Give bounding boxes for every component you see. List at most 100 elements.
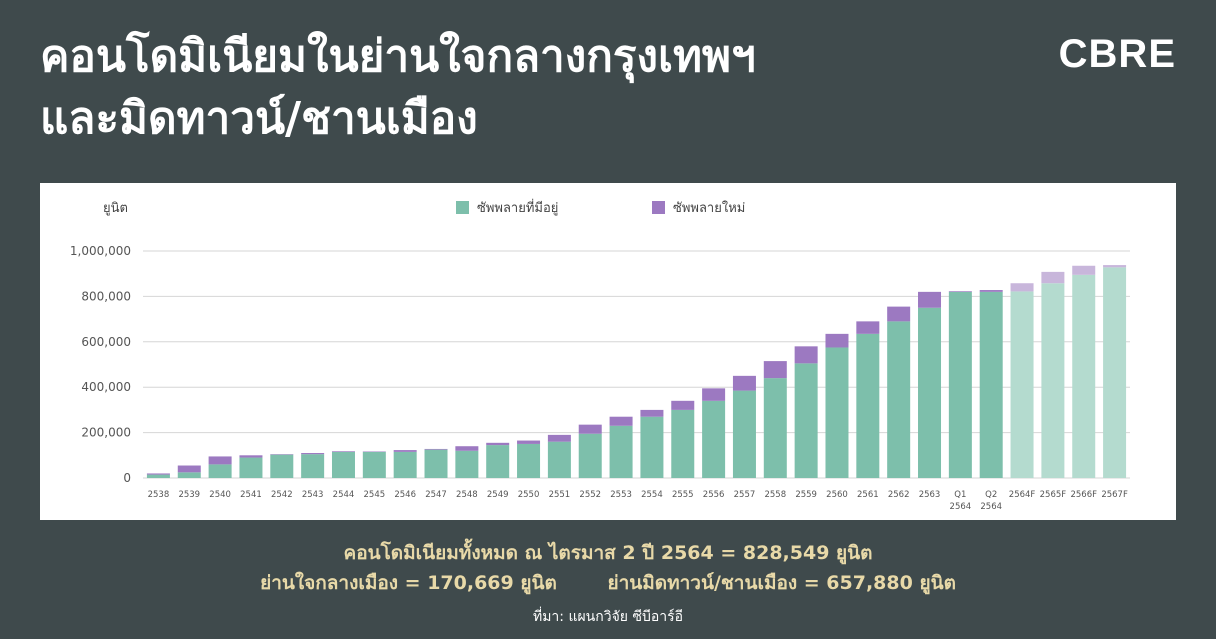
x-tick-label: 2564F	[1009, 490, 1036, 500]
bar-segment	[177, 465, 201, 473]
bar-segment	[486, 442, 510, 446]
bar-segment	[671, 409, 695, 478]
bar-segment	[547, 434, 571, 442]
bar-segment	[239, 457, 263, 478]
bar-segment	[301, 454, 325, 478]
page-title: คอนโดมิเนียมในย่านใจกลางกรุงเทพฯ และมิดท…	[40, 26, 756, 150]
bar-segment	[1041, 271, 1065, 284]
x-tick-label: 2539	[178, 490, 200, 500]
source-note: ที่มา: แผนกวิจัย ซีบีอาร์อี	[532, 609, 684, 625]
bar-segment	[331, 451, 355, 478]
bar-segment	[763, 378, 787, 478]
bar-segment	[918, 291, 942, 308]
bar-segment	[239, 455, 263, 458]
y-tick-label: 400,000	[81, 380, 131, 394]
bar-chart: 0 200,000 400,000 600,000 800,000 1,000,000 ยู…	[70, 199, 1130, 512]
bar-segment	[578, 424, 602, 434]
x-tick-label: 2566F	[1070, 490, 1097, 500]
summary-total: คอนโดมิเนียมทั้งหมด ณ ไตรมาส 2 ปี 2564 =…	[343, 542, 873, 564]
bar-segment	[1072, 274, 1096, 478]
x-tick-label: 2542	[271, 490, 293, 500]
bar-segment	[486, 445, 510, 478]
bar-segment	[1103, 267, 1127, 478]
legend-swatch	[652, 201, 665, 214]
bar-segment	[177, 472, 201, 478]
x-tick-label: 2544	[333, 490, 355, 500]
bar-segment	[702, 388, 726, 401]
x-tick-label: 2564	[950, 502, 972, 512]
bar-segment	[948, 291, 972, 478]
bar-segment	[856, 333, 880, 478]
bar-segment	[887, 306, 911, 322]
legend-label: ซัพพลายใหม่	[673, 200, 745, 216]
bar-segment	[146, 473, 170, 475]
summary-cbd: ย่านใจกลางเมือง = 170,669 ยูนิต	[260, 572, 557, 594]
x-tick-label: 2559	[795, 490, 817, 500]
summary-midtown: ย่านมิดทาวน์/ชานเมือง = 657,880 ยูนิต	[607, 572, 956, 594]
x-tick-label: 2562	[888, 490, 910, 500]
x-tick-label: 2557	[734, 490, 756, 500]
x-tick-label: 2549	[487, 490, 509, 500]
bar-segment	[1010, 283, 1034, 292]
bar-segment	[1103, 265, 1127, 268]
x-tick-label: 2563	[919, 490, 941, 500]
bar-segment	[640, 409, 664, 417]
bar-segment	[393, 451, 417, 478]
bar-segment	[393, 450, 417, 452]
bar-segment	[1041, 283, 1065, 478]
x-tick-label: 2553	[610, 490, 632, 500]
x-tick-label: 2545	[364, 490, 386, 500]
bar-segment	[455, 446, 479, 451]
bar-segment	[424, 448, 448, 450]
bar-segment	[702, 400, 726, 478]
x-tick-label: 2560	[826, 490, 848, 500]
x-tick-label: 2546	[394, 490, 416, 500]
x-tick-label: 2547	[425, 490, 447, 500]
x-tick-label: 2550	[518, 490, 540, 500]
x-tick-label: 2567F	[1101, 490, 1128, 500]
bar-segment	[455, 450, 479, 478]
chart-panel: 0 200,000 400,000 600,000 800,000 1,000,000 ยู…	[40, 183, 1176, 520]
x-tick-label: 2541	[240, 490, 262, 500]
bar-segment	[887, 321, 911, 478]
bar-segment	[517, 440, 541, 444]
bar-segment	[517, 443, 541, 478]
bar-segment	[301, 453, 325, 455]
y-tick-label: 200,000	[81, 426, 131, 440]
bar-segment	[979, 291, 1003, 478]
bar-segment	[948, 291, 972, 292]
x-tick-label: 2565F	[1040, 490, 1067, 500]
x-tick-label: 2551	[549, 490, 571, 500]
y-tick-label: 1,000,000	[70, 244, 131, 258]
x-tick-label: Q1	[954, 490, 966, 500]
y-tick-label: 600,000	[81, 335, 131, 349]
x-tick-label: Q2	[985, 490, 997, 500]
bar-segment	[640, 416, 664, 478]
x-tick-label: 2561	[857, 490, 879, 500]
bar-segment	[979, 290, 1003, 292]
title-line-2: และมิดทาวน์/ชานเมือง	[40, 93, 478, 144]
bar-segment	[671, 400, 695, 410]
bar-segment	[270, 454, 294, 478]
bar-segment	[208, 464, 232, 478]
bar-segment	[794, 346, 818, 364]
bar-segment	[794, 363, 818, 478]
x-tick-label: 2538	[148, 490, 170, 500]
x-tick-label: 2558	[764, 490, 786, 500]
x-tick-label: 2543	[302, 490, 324, 500]
x-tick-label: 2552	[579, 490, 601, 500]
bar-segment	[918, 307, 942, 478]
bar-segment	[331, 451, 355, 452]
bar-segment	[825, 333, 849, 348]
y-tick-label: 800,000	[81, 289, 131, 303]
x-tick-label: 2555	[672, 490, 694, 500]
legend-swatch	[456, 201, 469, 214]
y-axis-label: ยูนิต	[103, 201, 128, 216]
x-tick-label: 2540	[209, 490, 231, 500]
summary-breakdown: ย่านใจกลางเมือง = 170,669 ยูนิต ย่านมิดท…	[0, 568, 1216, 598]
y-tick-label: 0	[123, 471, 131, 485]
cbre-logo: CBRE	[1058, 32, 1176, 76]
bar-segment	[609, 425, 633, 478]
bar-segment	[1010, 291, 1034, 478]
bar-segment	[732, 390, 756, 478]
